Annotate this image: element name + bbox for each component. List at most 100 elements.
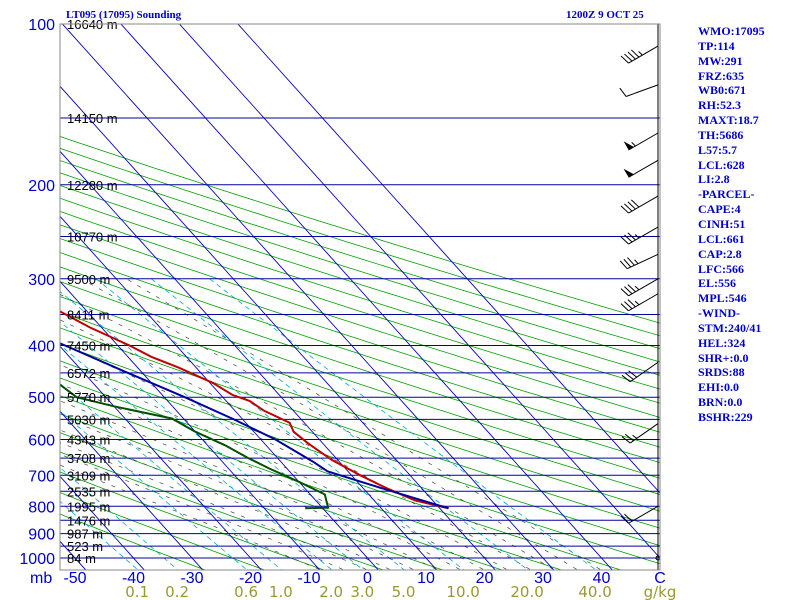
temp-tick-label: 10	[417, 570, 435, 587]
height-label: 5030 m	[67, 412, 110, 427]
skewt-chart: 100200300400500600700800900100016640 m14…	[0, 0, 800, 600]
dry-adiabat	[0, 12, 800, 570]
wind-barb	[621, 279, 658, 296]
height-label: 7450 m	[67, 339, 110, 354]
temp-tick-label: -50	[63, 570, 86, 587]
dry-adiabats	[0, 12, 800, 570]
index-item: CINH:51	[698, 217, 800, 232]
wind-barb	[622, 362, 658, 382]
height-label: 5770 m	[67, 390, 110, 405]
isobars	[60, 24, 660, 558]
index-item: WMO:17095	[698, 24, 800, 39]
isotherm	[110, 12, 613, 571]
height-label: 9500 m	[67, 272, 110, 287]
index-item: -PARCEL-	[698, 187, 800, 202]
dry-adiabat	[0, 12, 800, 570]
pressure-tick-label: 800	[28, 499, 55, 516]
height-label: 84 m	[67, 551, 96, 566]
dry-adiabat	[0, 12, 800, 570]
barb-staff	[630, 424, 658, 444]
wind-barb	[621, 227, 658, 244]
mixing-ratio-label: 0.6	[234, 583, 258, 600]
index-item: CAPE:4	[698, 202, 800, 217]
station-title: LT095 (17095) Sounding	[66, 9, 181, 21]
index-item: HEL:324	[698, 336, 800, 351]
barb-staff	[627, 254, 658, 268]
mixing-ratio-label: 0.2	[165, 583, 189, 600]
barb-staff	[629, 227, 658, 244]
isotherm	[227, 12, 730, 571]
pressure-tick-label: 500	[28, 390, 55, 407]
height-label: 8411 m	[67, 308, 109, 323]
height-label: 14150 m	[67, 111, 118, 126]
dry-adiabat	[0, 12, 800, 570]
x-unit-label: mb	[30, 570, 52, 587]
mixing-ratio-unit: g/kg	[644, 583, 677, 600]
index-item: LI:2.8	[698, 172, 800, 187]
barb-half	[635, 301, 639, 305]
index-item: -WIND-	[698, 306, 800, 321]
pressure-tick-label: 100	[28, 17, 55, 34]
barb-staff	[630, 362, 658, 382]
pressure-tick-label: 1000	[19, 551, 55, 568]
index-item: BSHR:229	[698, 410, 800, 425]
index-item: EHI:0.0	[698, 380, 800, 395]
mixing-ratio-label: 40.0	[578, 583, 611, 600]
pressure-tick-label: 600	[28, 433, 55, 450]
dry-adiabat	[0, 12, 800, 570]
wind-barb	[624, 160, 658, 177]
pressure-tick-label: 300	[28, 272, 55, 289]
wind-barb	[621, 294, 658, 311]
barb-staff	[626, 85, 658, 97]
index-item: LCL:661	[698, 232, 800, 247]
pressure-tick-label: 400	[28, 339, 55, 356]
barb-half	[635, 260, 638, 264]
dry-adiabat	[0, 12, 800, 570]
mixing-ratio-label: 1.0	[269, 583, 293, 600]
isotherm	[0, 12, 321, 571]
mixing-ratio-label: 10.0	[446, 583, 479, 600]
temp-tick-label: -10	[297, 570, 320, 587]
dry-adiabat	[0, 12, 800, 570]
wind-barb	[621, 196, 658, 213]
barb-staff	[629, 279, 658, 296]
isotherm	[169, 12, 672, 571]
index-item: MPL:546	[698, 291, 800, 306]
dry-adiabat	[0, 12, 800, 570]
mixing-ratio-label: 20.0	[510, 583, 543, 600]
index-item: EL:556	[698, 276, 800, 291]
mixing-ratio-line	[9, 279, 366, 572]
wind-barb	[621, 46, 658, 63]
dry-adiabat	[0, 12, 800, 570]
dry-adiabat	[0, 12, 800, 570]
height-label: 4343 m	[67, 433, 110, 448]
index-item: TP:114	[698, 39, 800, 54]
dry-adiabat	[0, 12, 325, 570]
height-label: 2535 m	[67, 484, 110, 499]
wind-barb	[620, 254, 658, 268]
index-item: RH:52.3	[698, 98, 800, 113]
height-label: 12280 m	[67, 178, 118, 193]
barb-half	[633, 435, 637, 438]
height-label: 3109 m	[67, 468, 110, 483]
barb-half	[639, 52, 643, 56]
index-item: L57:5.7	[698, 143, 800, 158]
sounding-time: 1200Z 9 OCT 25	[566, 9, 644, 21]
barb-flag	[624, 169, 634, 178]
dry-adiabat	[0, 12, 385, 570]
wind-barb	[624, 133, 658, 150]
mixing-ratio-label: 2.0	[319, 583, 343, 600]
barb-staff	[629, 294, 658, 311]
dry-adiabat	[0, 12, 800, 570]
height-label: 6572 m	[67, 366, 110, 381]
index-item: LFC:566	[698, 262, 800, 277]
barb-half	[635, 286, 639, 290]
isotherm	[52, 12, 555, 571]
mixing-ratio-label: 0.1	[125, 583, 149, 600]
height-label: 10770 m	[67, 229, 118, 244]
index-item: SRDS:88	[698, 365, 800, 380]
isotherm	[0, 12, 380, 571]
index-item: BRN:0.0	[698, 395, 800, 410]
index-item: TH:5686	[698, 128, 800, 143]
